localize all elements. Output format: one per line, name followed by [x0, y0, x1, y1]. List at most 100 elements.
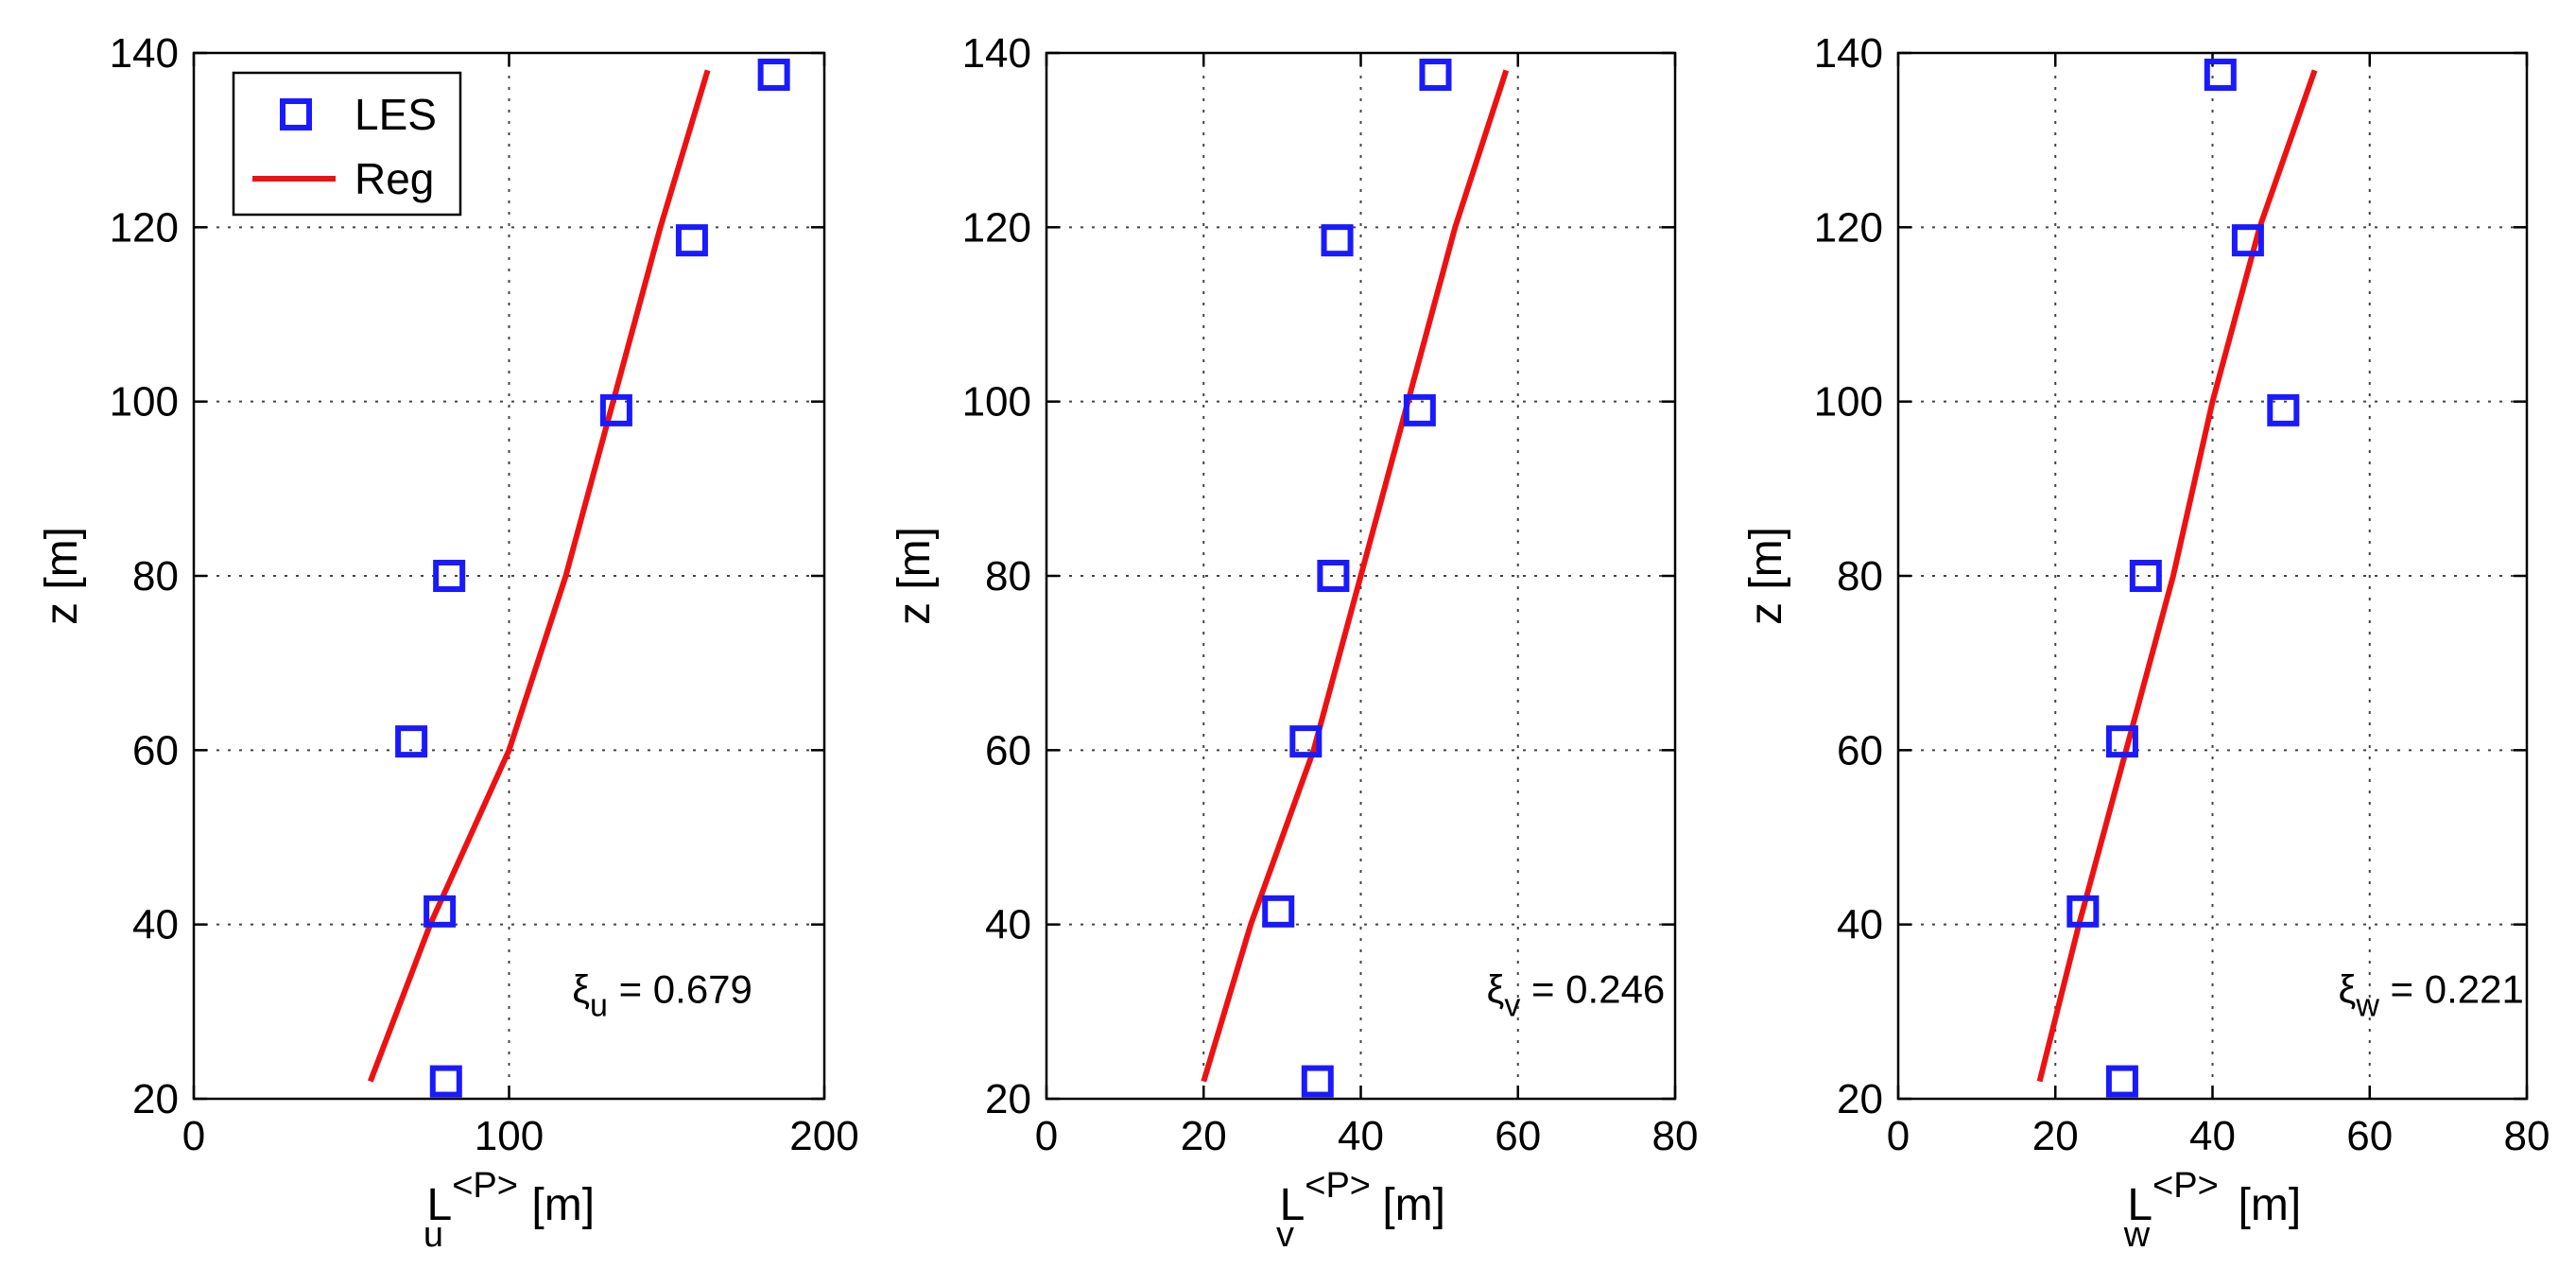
- plot-frame: [1045, 51, 1677, 1101]
- x-tick-label: 40: [2189, 1113, 2236, 1159]
- xi-value: = 0.246: [1520, 967, 1665, 1012]
- y-tick-label: 140: [1814, 30, 1883, 77]
- y-axis-label: z [m]: [890, 527, 940, 625]
- x-tick-label: 80: [1652, 1113, 1699, 1159]
- x-tick-label: 0: [1035, 1113, 1058, 1159]
- y-tick-label: 100: [1814, 379, 1883, 426]
- y-tick-label: 120: [1814, 204, 1883, 251]
- x-axis-label-sub: u: [424, 1215, 443, 1255]
- data-point: [433, 560, 466, 592]
- x-tick-label: 0: [1887, 1113, 1910, 1159]
- data-point: [1301, 1065, 1334, 1098]
- x-axis-label-unit: [m]: [1370, 1180, 1445, 1230]
- xi-annotation: ξv = 0.246: [1487, 967, 1666, 1024]
- y-tick-label: 140: [110, 30, 179, 77]
- data-point: [1321, 224, 1354, 257]
- x-axis-label: L<P> w [m]: [2123, 1166, 2301, 1255]
- series-markers-les: [1262, 59, 1452, 1098]
- xi-symbol: ξ: [572, 967, 590, 1012]
- y-axis-label: z [m]: [37, 527, 87, 625]
- y-tick-label: 80: [985, 553, 1031, 600]
- x-tick-label: 20: [1181, 1113, 1227, 1159]
- x-axis-label-base: L: [2127, 1180, 2152, 1230]
- y-tick-label: 20: [1837, 1076, 1883, 1122]
- x-tick-label: 60: [1495, 1113, 1541, 1159]
- y-tick-label: 80: [1837, 553, 1883, 600]
- data-point: [757, 59, 790, 92]
- x-tick-label: 80: [2504, 1113, 2550, 1159]
- data-point: [2105, 725, 2138, 758]
- data-point: [1317, 560, 1350, 592]
- y-tick-label: 20: [985, 1076, 1031, 1122]
- x-axis-label-sub: w: [2123, 1215, 2151, 1255]
- data-point: [395, 725, 428, 758]
- x-axis-label-sup: <P>: [1305, 1166, 1371, 1206]
- x-tick-label: 200: [789, 1113, 858, 1159]
- x-axis-label-sub: v: [1276, 1215, 1294, 1255]
- gridlines: [194, 53, 824, 1099]
- plot-frame: [192, 51, 826, 1101]
- data-point: [1289, 725, 1323, 758]
- xi-value: = 0.679: [608, 967, 752, 1012]
- data-point: [599, 393, 632, 426]
- y-tick-label: 20: [132, 1076, 179, 1122]
- x-tick-label: 100: [475, 1113, 544, 1159]
- data-point: [424, 895, 457, 928]
- data-point: [675, 224, 708, 257]
- data-point: [1262, 895, 1295, 928]
- x-axis-label-unit: [m]: [2225, 1180, 2301, 1230]
- legend-label-les: LES: [354, 90, 437, 139]
- xi-value: = 0.221: [2379, 967, 2524, 1012]
- y-tick-label: 140: [962, 30, 1031, 77]
- gridlines: [1898, 53, 2527, 1099]
- y-tick-label: 120: [962, 204, 1031, 251]
- xi-subscript: v: [1504, 988, 1520, 1024]
- data-point: [2204, 59, 2237, 92]
- data-point: [2105, 1065, 2138, 1098]
- xi-subscript: w: [2355, 988, 2379, 1024]
- series-markers-les: [395, 59, 790, 1098]
- series-line-reg: [1201, 69, 1510, 1083]
- x-axis-label-unit: [m]: [519, 1180, 595, 1230]
- xi-symbol: ξ: [2339, 967, 2357, 1012]
- y-tick-label: 120: [110, 204, 179, 251]
- y-tick-label: 60: [132, 727, 179, 774]
- x-axis-label: L<P> u [m]: [424, 1166, 595, 1255]
- data-point: [2066, 895, 2100, 928]
- xi-symbol: ξ: [1487, 967, 1505, 1012]
- x-axis-label-sup: <P>: [2152, 1166, 2219, 1206]
- series-markers-les: [2066, 59, 2300, 1098]
- y-tick-label: 40: [132, 902, 179, 948]
- xi-subscript: u: [590, 988, 608, 1024]
- x-tick-label: 0: [182, 1113, 205, 1159]
- legend-box: [232, 71, 462, 217]
- data-point: [2231, 224, 2264, 257]
- y-tick-label: 60: [985, 727, 1031, 774]
- data-point: [2267, 393, 2300, 426]
- xi-annotation: ξu = 0.679: [572, 967, 752, 1024]
- y-axis-label: z [m]: [1741, 527, 1791, 625]
- x-axis-label-base: L: [1280, 1180, 1305, 1230]
- xi-annotation: ξw = 0.221: [2339, 967, 2524, 1024]
- x-axis-label-sup: <P>: [452, 1166, 518, 1206]
- y-tick-label: 40: [1837, 902, 1883, 948]
- y-tick-label: 100: [962, 379, 1031, 426]
- data-point: [1419, 59, 1452, 92]
- y-tick-label: 80: [132, 553, 179, 600]
- legend-marker-les: [280, 98, 312, 130]
- y-tick-label: 100: [110, 379, 179, 426]
- legend-label-reg: Reg: [354, 154, 434, 203]
- x-tick-label: 60: [2346, 1113, 2393, 1159]
- x-tick-label: 20: [2032, 1113, 2079, 1159]
- legend: LES Reg: [232, 71, 462, 217]
- y-tick-label: 60: [1837, 727, 1883, 774]
- plot-frame: [1896, 51, 2529, 1101]
- x-axis-label-base: L: [426, 1180, 452, 1230]
- data-point: [1403, 393, 1436, 426]
- x-tick-label: 40: [1338, 1113, 1384, 1159]
- y-tick-label: 40: [985, 902, 1031, 948]
